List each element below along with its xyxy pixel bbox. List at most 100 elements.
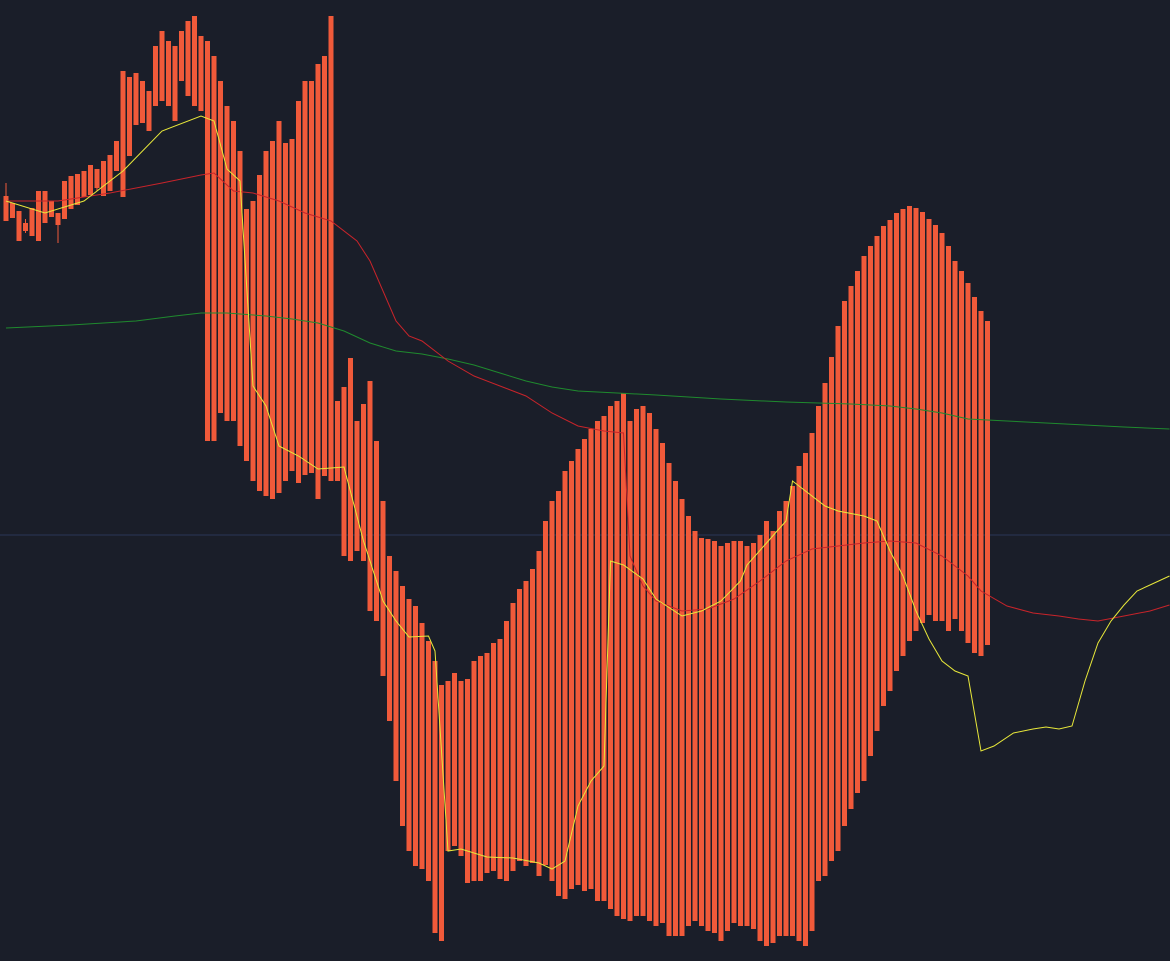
- candle: [517, 589, 522, 861]
- candle-body: [614, 401, 620, 916]
- candle: [705, 539, 711, 931]
- candle-body: [406, 599, 412, 851]
- candle-body: [887, 220, 893, 691]
- candle-body: [335, 401, 340, 481]
- candle: [166, 41, 171, 106]
- candle-body: [81, 171, 87, 197]
- candle: [627, 421, 633, 921]
- candle: [621, 393, 626, 919]
- candle-body: [504, 621, 509, 881]
- candle-body: [211, 56, 217, 441]
- candle: [985, 321, 990, 645]
- candle: [913, 208, 919, 631]
- candle: [107, 155, 113, 191]
- candle-body: [738, 541, 743, 926]
- candle-body: [549, 501, 555, 881]
- candle-body: [380, 501, 386, 676]
- candle: [406, 599, 412, 851]
- candle: [900, 209, 906, 656]
- candle-body: [816, 406, 821, 881]
- candle: [647, 413, 652, 921]
- ma-mid-line: [6, 172, 1170, 622]
- candle: [543, 521, 548, 865]
- candle: [978, 311, 984, 656]
- candle-body: [309, 81, 314, 473]
- candle: [725, 543, 730, 931]
- candle: [211, 56, 217, 441]
- candle-body: [42, 191, 48, 223]
- candle: [835, 326, 841, 851]
- candle: [224, 106, 230, 421]
- candle: [582, 439, 587, 891]
- candle-body: [452, 673, 457, 846]
- candle-body: [140, 81, 145, 123]
- candle-body: [751, 543, 756, 929]
- candle-body: [530, 569, 535, 863]
- candle: [374, 441, 379, 621]
- candle: [348, 358, 353, 561]
- candle: [855, 271, 860, 793]
- candle: [153, 46, 158, 106]
- candle-body: [679, 499, 685, 936]
- candle-body: [166, 41, 171, 106]
- candle-body: [881, 226, 886, 706]
- candle-body: [88, 165, 93, 195]
- candle-body: [387, 556, 392, 721]
- candle: [796, 466, 802, 941]
- candle: [848, 286, 854, 809]
- candle-body: [354, 421, 360, 551]
- candle-body: [952, 261, 958, 619]
- candle-body: [231, 121, 236, 421]
- candle-body: [868, 246, 873, 756]
- candle-body: [205, 41, 210, 441]
- candle-body: [621, 393, 626, 919]
- candle-body: [790, 486, 795, 936]
- candle-body: [608, 406, 613, 909]
- candle: [159, 31, 165, 101]
- candle: [907, 206, 912, 641]
- candle-body: [114, 141, 119, 171]
- candle: [302, 81, 308, 475]
- candle: [946, 246, 951, 631]
- candle: [276, 121, 282, 493]
- candle: [738, 541, 743, 926]
- candle-body: [419, 623, 425, 869]
- candle: [536, 551, 542, 876]
- candle: [465, 679, 470, 883]
- candle: [380, 501, 386, 676]
- candle-body: [712, 541, 717, 933]
- candle-body: [133, 73, 139, 125]
- candle-body: [569, 461, 574, 889]
- candle: [608, 406, 613, 909]
- candle: [42, 191, 48, 223]
- candle: [575, 449, 581, 885]
- candle-body: [218, 81, 223, 413]
- candle: [309, 81, 314, 473]
- candle: [920, 212, 925, 623]
- candle: [296, 101, 301, 483]
- candle-body: [237, 151, 243, 446]
- candle: [439, 685, 444, 941]
- candle-body: [3, 196, 9, 221]
- candle: [809, 433, 815, 931]
- candle: [10, 203, 15, 218]
- candle: [790, 486, 795, 936]
- candle-body: [972, 297, 977, 653]
- candle: [49, 201, 54, 217]
- candle: [68, 176, 74, 209]
- candle-body: [94, 169, 100, 188]
- candle: [341, 387, 347, 556]
- candle-body: [302, 81, 308, 475]
- candle-body: [172, 46, 178, 121]
- candle-body: [491, 643, 496, 871]
- candle-body: [374, 441, 379, 621]
- candle-body: [985, 321, 990, 645]
- candle: [692, 531, 698, 921]
- candle: [244, 209, 249, 461]
- candle-body: [341, 387, 347, 556]
- candle-body: [127, 77, 132, 156]
- candle: [289, 139, 295, 471]
- candle-body: [426, 641, 431, 881]
